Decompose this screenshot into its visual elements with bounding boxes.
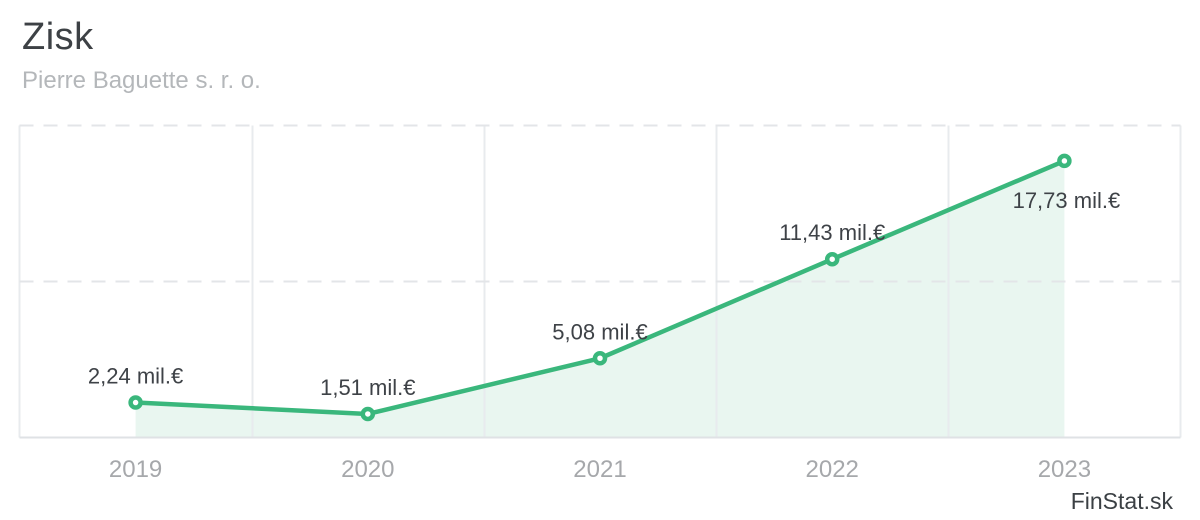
page-title: Zisk [22,16,94,58]
data-point-label-2021: 5,08 mil.€ [552,319,647,344]
data-point-label-2020: 1,51 mil.€ [320,375,415,400]
data-point-label-2022: 11,43 mil.€ [779,220,885,245]
chart-subtitle: Pierre Baguette s. r. o. [22,67,261,94]
x-axis-label-2019: 2019 [109,456,162,483]
data-point-label-2019: 2,24 mil.€ [88,364,183,389]
x-axis-label-2021: 2021 [573,456,626,483]
x-axis-label-2023: 2023 [1038,456,1091,483]
data-point-2020[interactable] [360,406,376,422]
data-point-2023[interactable] [1057,153,1072,169]
data-point-label-2023: 17,73 mil.€ [1013,188,1121,213]
profit-area-fill [135,160,1065,438]
x-axis-label-2022: 2022 [806,456,859,483]
chart-header: Zisk Pierre Baguette s. r. o. [22,16,261,95]
data-point-2021[interactable] [592,351,608,366]
x-axis-label-2020: 2020 [341,456,394,483]
data-point-2019[interactable] [128,395,143,410]
finstat-watermark: FinStat.sk [1070,488,1173,514]
data-point-2022[interactable] [824,251,840,267]
